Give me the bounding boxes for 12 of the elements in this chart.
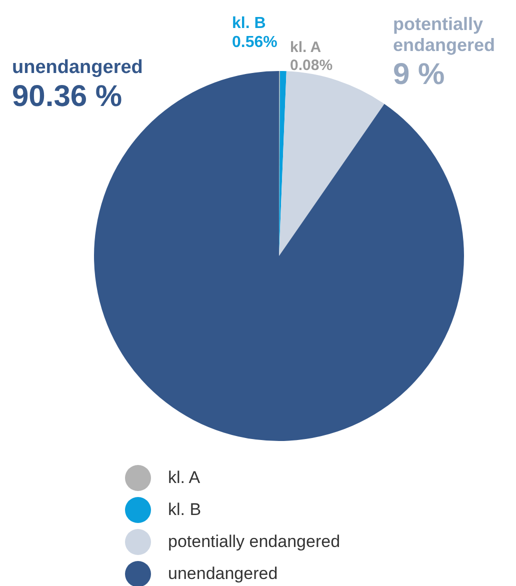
slice-label: potentially endangered bbox=[393, 14, 496, 55]
legend-label: unendangered bbox=[168, 564, 278, 584]
data-label: 0.08% bbox=[290, 57, 333, 74]
data-label: 90.36 % bbox=[12, 80, 122, 113]
data-label: 0.56% bbox=[232, 34, 278, 51]
slice-label: kl. A bbox=[290, 39, 322, 56]
data-label: 9 % bbox=[393, 58, 445, 91]
legend-label: kl. A bbox=[168, 468, 200, 488]
slice-label: kl. B bbox=[232, 15, 266, 32]
legend-label: kl. B bbox=[168, 500, 202, 520]
legend-label: potentially endangered bbox=[168, 532, 340, 552]
slice-label: unendangered bbox=[12, 57, 143, 78]
